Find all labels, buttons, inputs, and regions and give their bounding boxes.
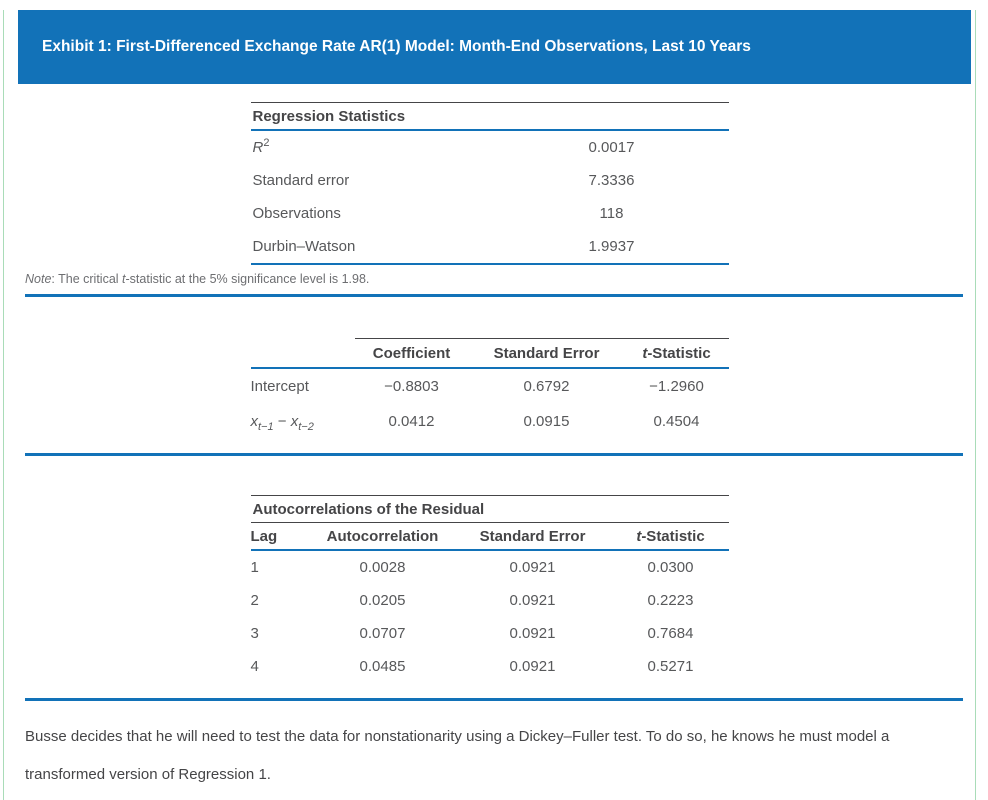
cell-lag: 2 (250, 592, 259, 609)
cell-standard-error: 0.0921 (509, 658, 556, 675)
x-variable: x (290, 413, 299, 430)
cell-standard-error: 0.0921 (509, 625, 556, 642)
autocorrelations-table: Autocorrelations of the Residual Lag Aut… (250, 495, 729, 683)
table-row-lag-2: 2 0.0205 0.0921 0.2223 (251, 584, 729, 617)
row-label-r-squared: R2 (252, 137, 497, 157)
regression-statistics-title: Regression Statistics (250, 103, 729, 131)
minus-operator: − (273, 413, 291, 430)
autocorrelations-header-row: Lag Autocorrelation Standard Error t-Sta… (250, 523, 729, 551)
cell-autocorrelation: 0.0205 (359, 592, 406, 609)
table-row-lag-3: 3 0.0707 0.0921 0.7684 (251, 617, 729, 650)
autocorrelations-title: Autocorrelations of the Residual (250, 496, 729, 523)
cell-autocorrelation: 0.0028 (359, 559, 406, 576)
row-label-intercept: Intercept (250, 378, 309, 395)
page-container: Exhibit 1: First-Differenced Exchange Ra… (3, 10, 976, 800)
closing-paragraph: Busse decides that he will need to test … (25, 728, 890, 783)
table-row-lagged-difference: xt−1 − xt−2 0.0412 0.0915 0.4504 (251, 404, 729, 439)
cell-t-statistic: 0.7684 (647, 625, 694, 642)
t-symbol: t (636, 528, 642, 545)
row-label-standard-error: Standard error (252, 172, 350, 189)
table-row: Standard error 7.3336 (251, 164, 729, 197)
cell-lag: 4 (250, 658, 259, 675)
row-value: 7.3336 (588, 172, 635, 189)
cell-autocorrelation: 0.0707 (359, 625, 406, 642)
cell-t-statistic: 0.2223 (647, 592, 694, 609)
column-header-standard-error: Standard Error (468, 338, 625, 367)
cell-standard-error: 0.0921 (509, 592, 556, 609)
row-label-observations: Observations (252, 205, 341, 222)
cell-standard-error: 0.0921 (509, 559, 556, 576)
column-header-t-statistic: t-Statistic (624, 338, 729, 367)
row-value: 118 (599, 205, 624, 222)
cell-coefficient: 0.0412 (388, 413, 435, 430)
x-subscript: t−1 (258, 421, 274, 433)
cell-t-statistic: 0.0300 (647, 559, 694, 576)
section-divider (25, 294, 963, 297)
note-text: Note: The critical t-statistic at the 5%… (25, 272, 975, 286)
row-label-x-expression: xt−1 − xt−2 (251, 404, 355, 439)
column-header-autocorrelation: Autocorrelation (326, 528, 439, 545)
table-row: Durbin–Watson 1.9937 (251, 230, 729, 263)
cell-t-statistic: 0.5271 (647, 658, 694, 675)
note-word: Note (25, 272, 52, 286)
exhibit-title: Exhibit 1: First-Differenced Exchange Ra… (42, 38, 751, 55)
regression-statistics-table: Regression Statistics R2 0.0017 Standard… (250, 102, 729, 265)
column-header-lag: Lag (250, 528, 278, 545)
note-mid: : The critical (51, 272, 123, 286)
table-row-lag-4: 4 0.0485 0.0921 0.5271 (251, 650, 729, 683)
cell-autocorrelation: 0.0485 (359, 658, 406, 675)
cell-t-statistic: 0.4504 (653, 413, 700, 430)
cell-lag: 1 (250, 559, 259, 576)
row-label-durbin-watson: Durbin–Watson (252, 238, 356, 255)
cell-lag: 3 (250, 625, 259, 642)
cell-standard-error: 0.6792 (523, 378, 570, 395)
column-header-t-statistic: t-Statistic (613, 523, 729, 549)
x-variable: x (250, 413, 259, 430)
column-header-standard-error: Standard Error (479, 528, 586, 545)
coefficients-table: Coefficient Standard Error t-Statistic I… (250, 338, 729, 439)
row-value: 0.0017 (588, 139, 635, 156)
cell-t-statistic: −1.2960 (649, 378, 704, 395)
section-divider (25, 453, 963, 456)
t-symbol: t (642, 345, 648, 362)
empty-header-cell (251, 338, 355, 367)
t-symbol: t (122, 272, 126, 286)
t-statistic-suffix: -Statistic (641, 528, 705, 545)
cell-standard-error: 0.0915 (523, 413, 570, 430)
table-row-intercept: Intercept −0.8803 0.6792 −1.2960 (251, 369, 729, 404)
note-rest: -statistic at the 5% significance level … (125, 272, 370, 286)
r-squared-exponent: 2 (263, 137, 270, 149)
cell-coefficient: −0.8803 (384, 378, 439, 395)
table-row-lag-1: 1 0.0028 0.0921 0.0300 (251, 551, 729, 584)
exhibit-header-bar: Exhibit 1: First-Differenced Exchange Ra… (18, 10, 971, 84)
table-row: R2 0.0017 (251, 131, 729, 164)
t-statistic-suffix: -Statistic (647, 345, 711, 362)
column-header-coefficient: Coefficient (354, 338, 469, 367)
r-symbol: R (252, 139, 264, 156)
table-row: Observations 118 (251, 197, 729, 230)
row-value: 1.9937 (588, 238, 635, 255)
x-subscript: t−2 (298, 421, 314, 433)
coefficients-header-row: Coefficient Standard Error t-Statistic (250, 338, 729, 369)
section-divider (25, 698, 963, 701)
